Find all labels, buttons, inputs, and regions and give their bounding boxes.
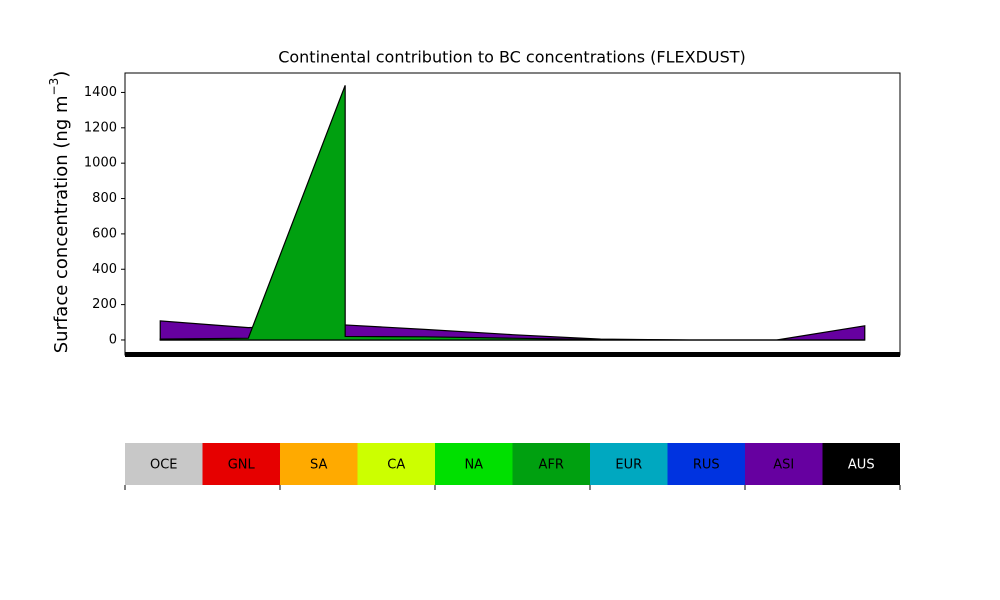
y-tick-label: 600	[92, 226, 117, 241]
y-tick-label: 400	[92, 262, 117, 277]
colorbar-label: OCE	[150, 458, 178, 473]
colorbar-label: AFR	[539, 458, 564, 473]
chart-title: Continental contribution to BC concentra…	[278, 48, 746, 67]
colorbar-label: SA	[310, 458, 327, 473]
colorbar-cell	[202, 443, 280, 485]
y-tick-label: 1400	[84, 85, 117, 100]
y-tick-label: 1200	[84, 120, 117, 135]
y-label-text: Surface concentration (ng m	[51, 95, 72, 353]
y-axis-label: Surface concentration (ng m−3)	[47, 71, 73, 354]
colorbar-cell	[745, 443, 823, 485]
area	[159, 85, 865, 341]
colorbar-cell	[822, 443, 900, 485]
colorbar-cell	[357, 443, 435, 485]
colorbar-cell	[590, 443, 668, 485]
colorbar-label: AUS	[848, 458, 875, 473]
colorbar-cell	[667, 443, 745, 485]
colorbar-cell	[512, 443, 590, 485]
colorbar-cell	[280, 443, 358, 485]
colorbar-label: CA	[387, 458, 405, 473]
colorbar-label: GNL	[228, 458, 256, 473]
y-tick-label: 1000	[84, 156, 117, 171]
colorbar-ticks	[124, 485, 901, 490]
y-label-superscript: −3	[47, 78, 61, 96]
colorbar-cell	[125, 443, 203, 485]
y-label-suffix: )	[51, 71, 72, 78]
colorbar-label: ASI	[773, 458, 794, 473]
colorbar-label: EUR	[615, 458, 642, 473]
colorbar-label: NA	[464, 458, 483, 473]
colorbar-cell	[435, 443, 513, 485]
y-tick-label: 200	[92, 297, 117, 312]
colorbar-label: RUS	[693, 458, 720, 473]
y-tick-label: 800	[92, 191, 117, 206]
y-tick-label: 0	[109, 332, 117, 347]
x-tick-band	[125, 352, 900, 357]
